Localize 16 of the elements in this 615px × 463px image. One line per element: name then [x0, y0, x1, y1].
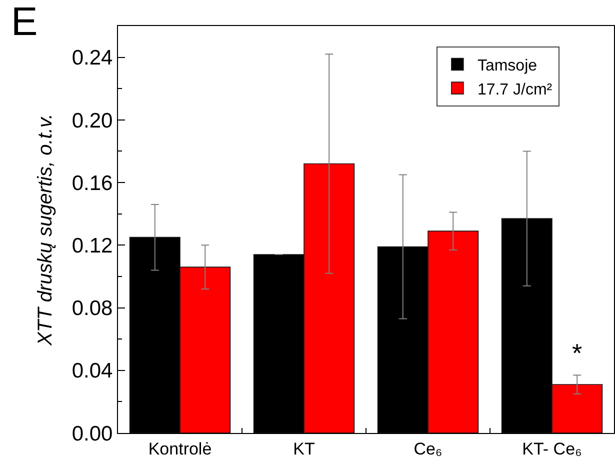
text: E	[11, 0, 38, 44]
legend-label: Tamsoje	[477, 57, 538, 74]
y-tick-label: 0.12	[72, 234, 113, 258]
y-axis-title: XTT druskų sugertis, o.t.v.	[34, 114, 56, 346]
x-tick-label: KT	[293, 440, 315, 458]
y-tick-label: 0.24	[72, 46, 114, 70]
y-tick-label: 0.16	[72, 172, 113, 195]
y-tick-label: 0.20	[72, 109, 113, 132]
y-tick-label: 0.00	[72, 422, 113, 446]
annotation: *	[572, 338, 582, 368]
y-tick-label: 0.04	[72, 360, 114, 383]
x-tick-label: KT- Ce₆	[522, 440, 582, 458]
x-tick-label: Ce₆	[414, 440, 442, 458]
y-tick-label: 0.08	[72, 297, 113, 320]
legend-label: 17.7 J/cm²	[477, 81, 553, 98]
x-tick-label: Kontrolė	[148, 440, 212, 458]
